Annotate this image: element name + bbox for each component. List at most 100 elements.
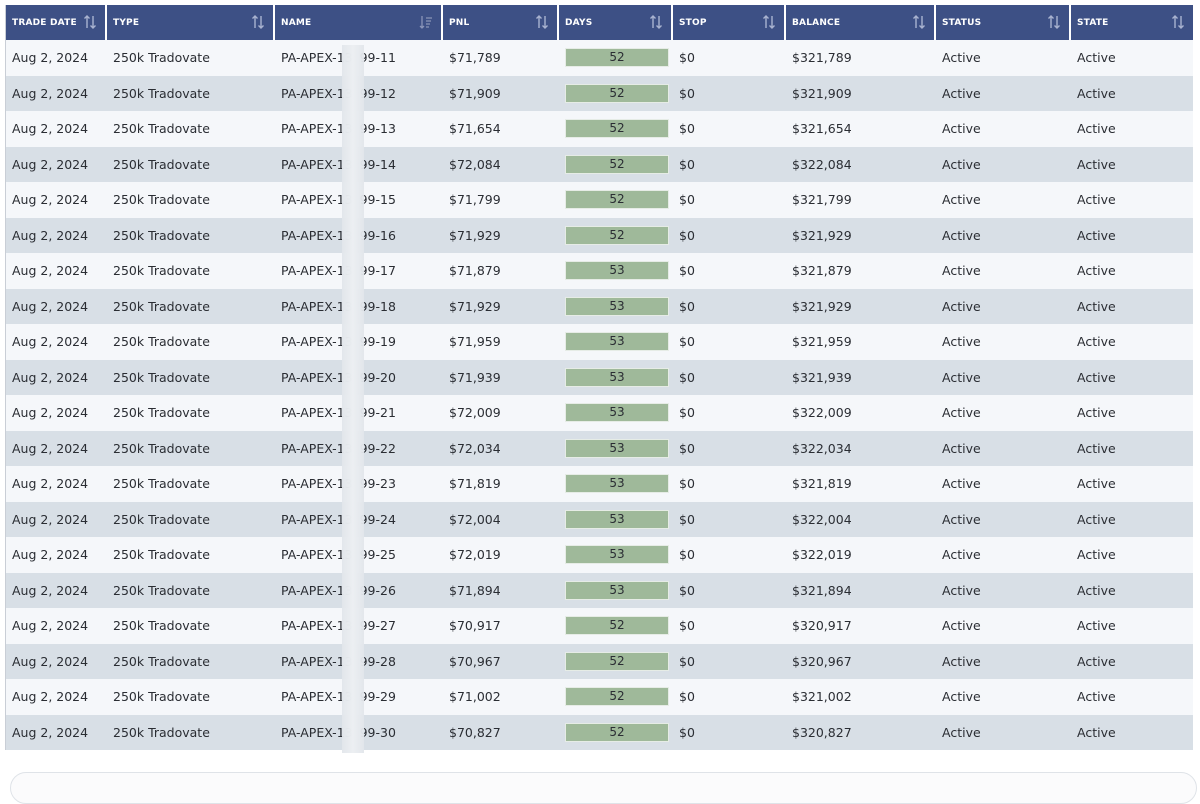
table-row[interactable]: Aug 2, 2024 250k Tradovate PA-APEX-13 99-16… bbox=[6, 217, 1193, 253]
sort-arrows-icon[interactable] bbox=[535, 14, 549, 30]
account-name-suffix: 99-22 bbox=[359, 440, 396, 456]
account-name-prefix: PA-APEX-13 bbox=[281, 511, 353, 527]
cell-trade-date: Aug 2, 2024 bbox=[6, 111, 107, 147]
cell-type: 250k Tradovate bbox=[107, 324, 275, 360]
column-header-status[interactable]: STATUS bbox=[936, 5, 1071, 40]
sort-arrows-icon[interactable] bbox=[649, 14, 663, 30]
table-row[interactable]: Aug 2, 2024 250k Tradovate PA-APEX-13 99-22… bbox=[6, 430, 1193, 466]
cell-status: Active bbox=[936, 572, 1071, 608]
account-name-prefix: PA-APEX-13 bbox=[281, 476, 353, 492]
column-header-label: STATUS bbox=[942, 17, 982, 28]
cell-status: Active bbox=[936, 288, 1071, 324]
table-row[interactable]: Aug 2, 2024 250k Tradovate PA-APEX-13 99-21… bbox=[6, 395, 1193, 431]
cell-balance: $321,799 bbox=[786, 182, 936, 218]
table-row[interactable]: Aug 2, 2024 250k Tradovate PA-APEX-13 99-12… bbox=[6, 75, 1193, 111]
cell-status: Active bbox=[936, 643, 1071, 679]
column-header-balance[interactable]: BALANCE bbox=[786, 5, 936, 40]
cell-days: 52 bbox=[559, 608, 673, 644]
cell-status: Active bbox=[936, 253, 1071, 289]
table-row[interactable]: Aug 2, 2024 250k Tradovate PA-APEX-13 99-27… bbox=[6, 608, 1193, 644]
cell-status: Active bbox=[936, 679, 1071, 715]
column-header-name[interactable]: NAME bbox=[275, 5, 443, 40]
table-row[interactable]: Aug 2, 2024 250k Tradovate PA-APEX-13 99-25… bbox=[6, 537, 1193, 573]
cell-pnl: $71,654 bbox=[443, 111, 559, 147]
days-badge: 53 bbox=[565, 509, 669, 529]
cell-days: 53 bbox=[559, 537, 673, 573]
column-header-pnl[interactable]: PNL bbox=[443, 5, 559, 40]
sort-arrows-icon[interactable] bbox=[762, 14, 776, 30]
cell-trade-date: Aug 2, 2024 bbox=[6, 288, 107, 324]
column-header-days[interactable]: DAYS bbox=[559, 5, 673, 40]
table-row[interactable]: Aug 2, 2024 250k Tradovate PA-APEX-13 99-24… bbox=[6, 501, 1193, 537]
table-row[interactable]: Aug 2, 2024 250k Tradovate PA-APEX-13 99-18… bbox=[6, 288, 1193, 324]
table-row[interactable]: Aug 2, 2024 250k Tradovate PA-APEX-13 99-15… bbox=[6, 182, 1193, 218]
table-row[interactable]: Aug 2, 2024 250k Tradovate PA-APEX-13 99-26… bbox=[6, 572, 1193, 608]
cell-balance: $320,917 bbox=[786, 608, 936, 644]
table-row[interactable]: Aug 2, 2024 250k Tradovate PA-APEX-13 99-23… bbox=[6, 466, 1193, 502]
account-name-suffix: 99-30 bbox=[359, 724, 396, 740]
cell-state: Active bbox=[1071, 501, 1193, 537]
cell-days: 53 bbox=[559, 572, 673, 608]
cell-trade-date: Aug 2, 2024 bbox=[6, 324, 107, 360]
account-name-suffix: 99-17 bbox=[359, 263, 396, 279]
table-row[interactable]: Aug 2, 2024 250k Tradovate PA-APEX-13 99-29… bbox=[6, 679, 1193, 715]
column-header-state[interactable]: STATE bbox=[1071, 5, 1193, 40]
sort-descending-icon[interactable] bbox=[419, 14, 433, 30]
table-row[interactable]: Aug 2, 2024 250k Tradovate PA-APEX-13 99-19… bbox=[6, 324, 1193, 360]
cell-trade-date: Aug 2, 2024 bbox=[6, 714, 107, 750]
cell-state: Active bbox=[1071, 714, 1193, 750]
column-header-type[interactable]: TYPE bbox=[107, 5, 275, 40]
table-row[interactable]: Aug 2, 2024 250k Tradovate PA-APEX-13 99-17… bbox=[6, 253, 1193, 289]
cell-balance: $322,009 bbox=[786, 395, 936, 431]
cell-state: Active bbox=[1071, 146, 1193, 182]
cell-state: Active bbox=[1071, 359, 1193, 395]
header-row: TRADE DATE TYPE NAME PNL DAYS STOP BALANCE STAT… bbox=[6, 5, 1193, 40]
sort-arrows-icon[interactable] bbox=[83, 14, 97, 30]
bottom-input-bar[interactable] bbox=[10, 772, 1197, 804]
column-header-stop[interactable]: STOP bbox=[673, 5, 786, 40]
cell-days: 52 bbox=[559, 714, 673, 750]
days-badge: 53 bbox=[565, 332, 669, 352]
days-badge: 53 bbox=[565, 438, 669, 458]
cell-pnl: $71,894 bbox=[443, 572, 559, 608]
account-name-prefix: PA-APEX-13 bbox=[281, 369, 353, 385]
account-name-prefix: PA-APEX-13 bbox=[281, 192, 353, 208]
cell-balance: $322,034 bbox=[786, 430, 936, 466]
cell-balance: $321,929 bbox=[786, 217, 936, 253]
cell-days: 52 bbox=[559, 40, 673, 76]
table-row[interactable]: Aug 2, 2024 250k Tradovate PA-APEX-13 99-30… bbox=[6, 714, 1193, 750]
cell-type: 250k Tradovate bbox=[107, 466, 275, 502]
table-row[interactable]: Aug 2, 2024 250k Tradovate PA-APEX-13 99-20… bbox=[6, 359, 1193, 395]
cell-type: 250k Tradovate bbox=[107, 146, 275, 182]
sort-arrows-icon[interactable] bbox=[1047, 14, 1061, 30]
table-row[interactable]: Aug 2, 2024 250k Tradovate PA-APEX-13 99-11… bbox=[6, 40, 1193, 76]
column-header-trade-date[interactable]: TRADE DATE bbox=[6, 5, 107, 40]
cell-status: Active bbox=[936, 501, 1071, 537]
sort-arrows-icon[interactable] bbox=[1171, 14, 1185, 30]
cell-pnl: $71,789 bbox=[443, 40, 559, 76]
cell-state: Active bbox=[1071, 430, 1193, 466]
days-badge: 52 bbox=[565, 154, 669, 174]
cell-balance: $322,019 bbox=[786, 537, 936, 573]
cell-type: 250k Tradovate bbox=[107, 75, 275, 111]
sort-arrows-icon[interactable] bbox=[251, 14, 265, 30]
cell-state: Active bbox=[1071, 537, 1193, 573]
account-name-suffix: 99-26 bbox=[359, 582, 396, 598]
column-header-label: DAYS bbox=[565, 17, 593, 28]
account-name-prefix: PA-APEX-13 bbox=[281, 156, 353, 172]
account-name-prefix: PA-APEX-13 bbox=[281, 227, 353, 243]
sort-arrows-icon[interactable] bbox=[912, 14, 926, 30]
cell-pnl: $70,827 bbox=[443, 714, 559, 750]
account-name-suffix: 99-18 bbox=[359, 298, 396, 314]
cell-status: Active bbox=[936, 40, 1071, 76]
table-row[interactable]: Aug 2, 2024 250k Tradovate PA-APEX-13 99-28… bbox=[6, 643, 1193, 679]
cell-trade-date: Aug 2, 2024 bbox=[6, 643, 107, 679]
table-row[interactable]: Aug 2, 2024 250k Tradovate PA-APEX-13 99-13… bbox=[6, 111, 1193, 147]
cell-balance: $320,967 bbox=[786, 643, 936, 679]
cell-stop: $0 bbox=[673, 217, 786, 253]
column-header-label: BALANCE bbox=[792, 17, 841, 28]
table-row[interactable]: Aug 2, 2024 250k Tradovate PA-APEX-13 99-14… bbox=[6, 146, 1193, 182]
account-name-suffix: 99-24 bbox=[359, 511, 396, 527]
account-name-suffix: 99-20 bbox=[359, 369, 396, 385]
cell-stop: $0 bbox=[673, 572, 786, 608]
